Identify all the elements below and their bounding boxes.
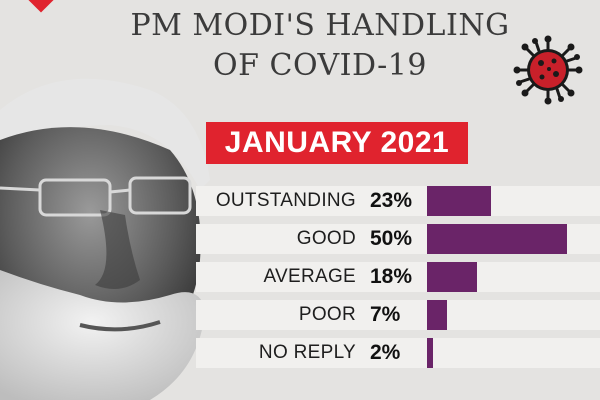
chart-row-average: AVERAGE 18%	[196, 262, 600, 292]
period-banner: JANUARY 2021	[206, 122, 468, 164]
value-label: 50%	[370, 227, 413, 250]
bar	[427, 186, 492, 216]
value-label: 18%	[370, 265, 413, 288]
value-label: 7%	[370, 303, 401, 326]
category-label: OUTSTANDING	[215, 190, 356, 211]
brand-corner-mark	[25, 0, 57, 13]
category-label: GOOD	[296, 228, 356, 249]
page-title-line1: PM MODI'S HANDLING	[130, 8, 510, 43]
chart-row-outstanding: OUTSTANDING 23%	[196, 186, 600, 216]
coronavirus-icon	[513, 35, 583, 105]
portrait-image	[0, 78, 210, 400]
bar	[427, 224, 567, 254]
category-label: POOR	[298, 304, 356, 325]
chart-row-good: GOOD 50%	[196, 224, 600, 254]
category-label: NO REPLY	[258, 342, 356, 363]
category-label: AVERAGE	[263, 266, 356, 287]
value-label: 23%	[370, 189, 413, 212]
chart-row-poor: POOR 7%	[196, 300, 600, 330]
bar	[427, 338, 433, 368]
page-title-line2: OF COVID-19	[213, 48, 427, 83]
bar	[427, 300, 447, 330]
chart-row-no-reply: NO REPLY 2%	[196, 338, 600, 368]
value-label: 2%	[370, 341, 401, 364]
bar	[427, 262, 478, 292]
